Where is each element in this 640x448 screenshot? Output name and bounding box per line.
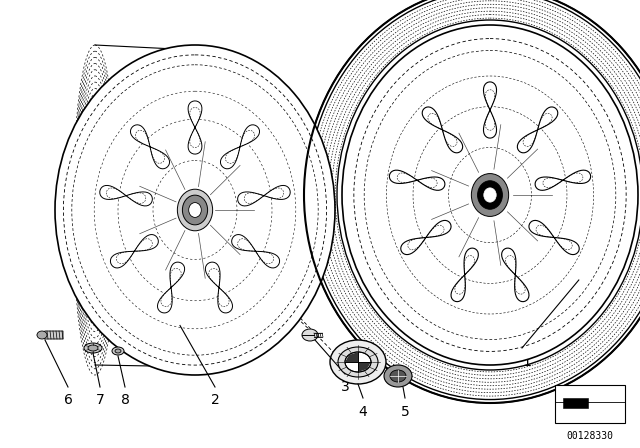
Polygon shape (157, 262, 184, 313)
Ellipse shape (330, 340, 386, 384)
Ellipse shape (337, 20, 640, 370)
Ellipse shape (484, 188, 496, 202)
Polygon shape (422, 107, 463, 153)
Text: 3: 3 (340, 380, 349, 394)
Polygon shape (221, 125, 259, 169)
Polygon shape (232, 235, 280, 268)
Polygon shape (345, 352, 358, 362)
Polygon shape (529, 220, 579, 254)
Ellipse shape (471, 173, 509, 216)
Polygon shape (237, 185, 291, 206)
Text: 00128330: 00128330 (566, 431, 614, 441)
Ellipse shape (342, 25, 638, 365)
Text: 5: 5 (401, 405, 410, 419)
Text: 1: 1 (523, 355, 531, 369)
Polygon shape (131, 125, 170, 169)
Ellipse shape (112, 347, 124, 355)
Bar (563, 398, 588, 408)
Text: 2: 2 (211, 393, 220, 407)
Text: 7: 7 (95, 393, 104, 407)
Polygon shape (111, 235, 158, 268)
Polygon shape (37, 331, 63, 339)
Ellipse shape (177, 189, 212, 231)
Ellipse shape (302, 329, 318, 341)
Ellipse shape (37, 331, 47, 339)
Text: 6: 6 (63, 393, 72, 407)
Ellipse shape (115, 349, 121, 353)
Ellipse shape (338, 347, 378, 377)
Ellipse shape (55, 45, 335, 375)
Ellipse shape (345, 352, 371, 372)
Ellipse shape (84, 343, 102, 353)
Ellipse shape (88, 345, 98, 351)
Polygon shape (389, 170, 445, 190)
Ellipse shape (384, 365, 412, 387)
Bar (555, 385, 625, 423)
Polygon shape (205, 262, 232, 313)
Polygon shape (188, 101, 202, 154)
Polygon shape (358, 362, 371, 372)
Polygon shape (100, 185, 152, 206)
Ellipse shape (390, 370, 406, 382)
Text: 8: 8 (120, 393, 129, 407)
Polygon shape (451, 248, 478, 302)
Ellipse shape (182, 195, 207, 225)
Ellipse shape (477, 181, 502, 209)
Polygon shape (401, 220, 451, 254)
Polygon shape (535, 170, 591, 190)
Text: 4: 4 (358, 405, 367, 419)
Polygon shape (502, 248, 529, 302)
Ellipse shape (189, 202, 202, 217)
Polygon shape (483, 82, 497, 138)
Polygon shape (517, 107, 558, 153)
